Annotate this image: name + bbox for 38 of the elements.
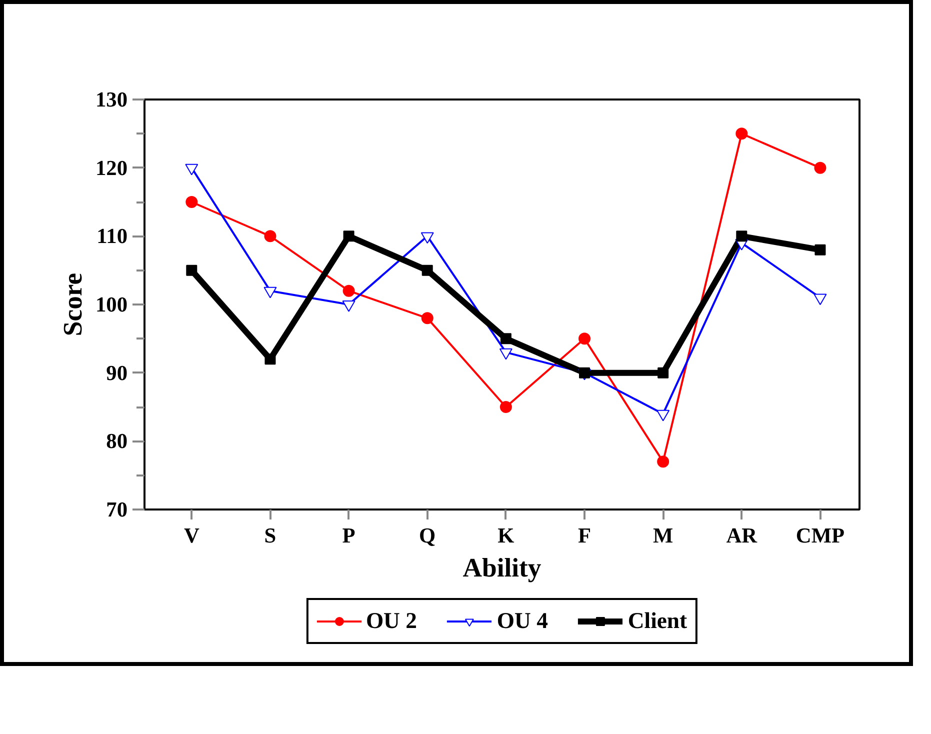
x-tick-label: F xyxy=(578,524,592,548)
point xyxy=(736,230,748,242)
x-tick-label: V xyxy=(184,524,200,548)
y-tick-label: 100 xyxy=(96,292,128,316)
y-tick-label: 130 xyxy=(96,88,128,112)
point xyxy=(421,312,434,324)
x-axis-title: Ability xyxy=(462,552,542,582)
y-tick-label: 110 xyxy=(96,224,128,248)
y-tick-label: 90 xyxy=(106,360,128,385)
x-tick-label: P xyxy=(342,524,356,548)
legend-label: Client xyxy=(628,608,688,634)
y-tick-label: 80 xyxy=(106,429,128,454)
x-tick-label: Q xyxy=(419,524,436,548)
x-tick-label: AR xyxy=(726,524,758,548)
point xyxy=(500,401,512,413)
point xyxy=(814,162,826,174)
point xyxy=(186,264,198,276)
point xyxy=(736,128,748,140)
y-tick-label: 70 xyxy=(106,498,128,522)
point xyxy=(422,264,433,276)
x-tick-label: S xyxy=(264,524,276,548)
point xyxy=(186,196,198,208)
x-tick-label: M xyxy=(653,524,674,548)
legend-label: OU 2 xyxy=(366,608,417,634)
x-tick-label: K xyxy=(498,524,515,548)
point xyxy=(264,230,276,242)
point xyxy=(657,456,670,468)
point xyxy=(342,284,355,297)
legend-label: OU 4 xyxy=(496,608,548,634)
y-axis-title: Score xyxy=(58,272,88,336)
point xyxy=(264,354,276,365)
x-tick-label: CMP xyxy=(796,524,844,548)
point xyxy=(343,230,354,242)
point xyxy=(578,332,590,345)
point xyxy=(500,333,512,344)
y-tick-label: 120 xyxy=(96,156,128,180)
point xyxy=(658,367,669,378)
point xyxy=(814,244,826,256)
